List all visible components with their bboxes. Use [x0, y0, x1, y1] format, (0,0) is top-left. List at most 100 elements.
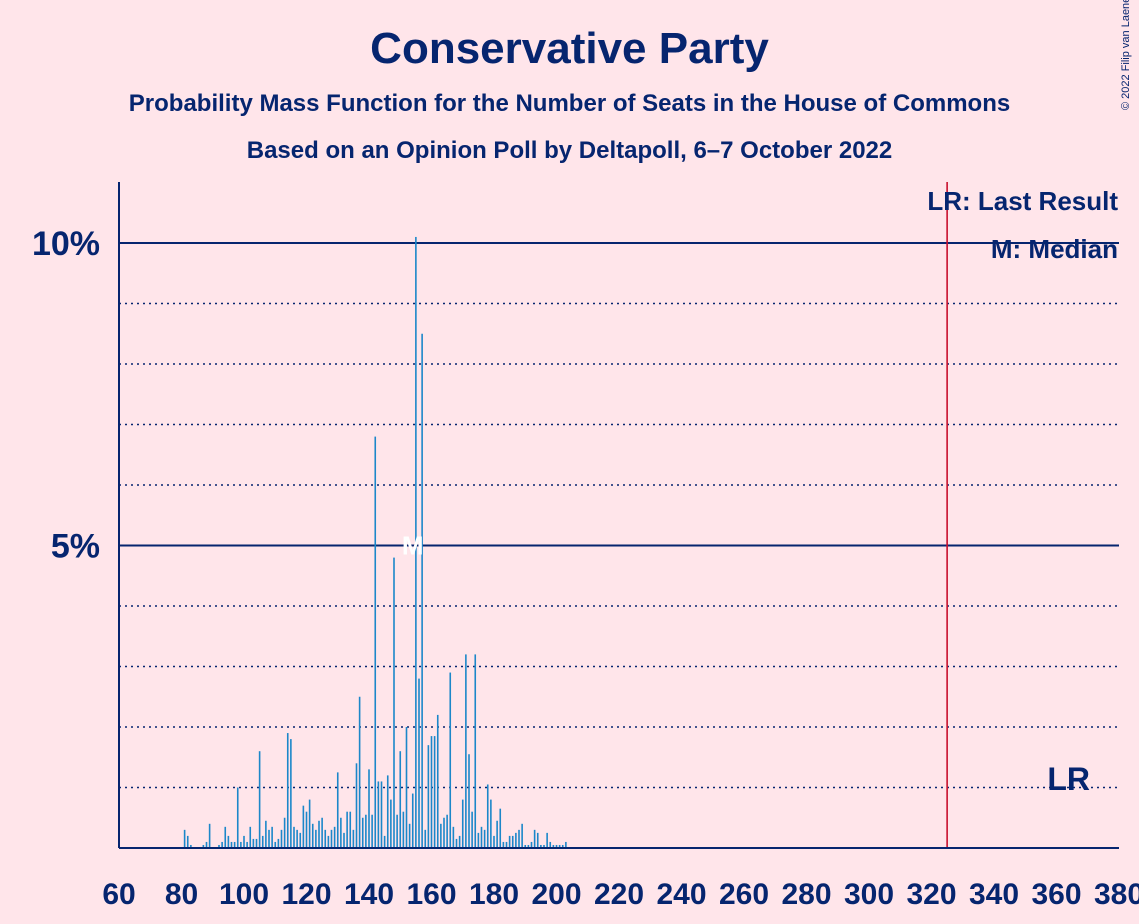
pmf-bar: [327, 835, 330, 848]
bar-series: [183, 236, 567, 849]
pmf-bar: [271, 826, 273, 848]
y-tick-labels: 5% 10%: [32, 225, 100, 566]
pmf-bar: [502, 841, 505, 848]
pmf-bar: [258, 751, 261, 848]
pmf-bar: [286, 733, 289, 848]
y-tick-label: 10%: [32, 225, 100, 263]
pmf-bar: [486, 784, 489, 848]
pmf-bar: [374, 436, 377, 848]
pmf-bar: [493, 835, 495, 848]
pmf-bar: [405, 727, 408, 848]
pmf-bar: [430, 736, 433, 848]
pmf-bar: [318, 820, 320, 848]
chart-title: Conservative Party: [370, 24, 769, 73]
pmf-bar: [533, 829, 536, 848]
gridlines: [119, 242, 1119, 789]
pmf-bar: [296, 829, 298, 848]
x-tick-label: 180: [469, 878, 519, 911]
pmf-bar: [274, 841, 277, 848]
x-tick-label: 240: [656, 878, 706, 911]
pmf-bar: [336, 772, 339, 849]
last-result-marker: LR: [1047, 761, 1090, 797]
pmf-bar: [393, 557, 395, 848]
pmf-bar: [411, 793, 414, 848]
pmf-bar: [558, 844, 561, 848]
pmf-bar: [224, 826, 227, 848]
pmf-bar: [380, 781, 383, 848]
pmf-bar: [208, 823, 211, 848]
pmf-bar: [233, 841, 236, 848]
pmf-bar: [540, 844, 542, 848]
pmf-bar: [511, 835, 514, 848]
x-tick-label: 200: [531, 878, 581, 911]
x-tick-label: 360: [1031, 878, 1081, 911]
pmf-bar: [311, 823, 314, 848]
pmf-bar: [536, 832, 539, 849]
pmf-bar: [396, 814, 398, 848]
pmf-bar: [386, 775, 389, 848]
pmf-bar: [352, 829, 355, 848]
pmf-bar: [449, 672, 452, 848]
pmf-bar: [436, 714, 439, 848]
pmf-bar: [561, 844, 564, 848]
pmf-bar: [499, 808, 502, 848]
pmf-bar: [555, 844, 558, 848]
pmf-bar: [427, 745, 430, 848]
pmf-bar: [415, 236, 417, 848]
pmf-bar: [265, 820, 267, 848]
x-tick-label: 340: [969, 878, 1019, 911]
pmf-bar: [268, 829, 270, 848]
pmf-bar: [446, 814, 448, 848]
pmf-bar: [183, 829, 186, 848]
pmf-bar: [324, 829, 327, 848]
pmf-bar: [346, 811, 348, 848]
x-tick-label: 100: [219, 878, 269, 911]
pmf-bar: [433, 736, 436, 848]
pmf-bar: [549, 841, 552, 848]
x-tick-label: 140: [344, 878, 394, 911]
pmf-bar: [190, 844, 192, 848]
pmf-bar: [321, 817, 323, 848]
pmf-bar: [299, 832, 302, 849]
pmf-bar: [358, 696, 361, 848]
pmf-bar: [290, 739, 292, 848]
pmf-bar: [452, 826, 455, 848]
pmf-bar: [543, 844, 545, 848]
pmf-bar: [465, 654, 467, 848]
x-tick-label: 120: [281, 878, 331, 911]
x-tick-label: 160: [406, 878, 456, 911]
x-tick-labels: 60 80 100 120 140 160 180 200 220 240 260 280 300 320…: [102, 878, 1139, 911]
pmf-bar: [349, 811, 352, 848]
chart-source: Based on an Opinion Poll by Deltapoll, 6…: [246, 137, 893, 164]
pmf-bar: [365, 814, 367, 848]
x-tick-label: 220: [594, 878, 644, 911]
pmf-bar: [302, 805, 305, 848]
pmf-bar: [515, 832, 517, 849]
pmf-bar: [443, 817, 445, 848]
pmf-bar: [218, 844, 220, 848]
pmf-bar: [371, 814, 373, 848]
pmf-bar: [277, 838, 280, 848]
pmf-bar: [471, 811, 473, 848]
x-tick-label: 380: [1094, 878, 1139, 911]
pmf-bar: [455, 838, 458, 848]
pmf-bar: [227, 835, 230, 848]
x-tick-label: 300: [844, 878, 894, 911]
pmf-bar: [186, 835, 189, 848]
pmf-bar: [202, 844, 205, 848]
pmf-bar: [330, 829, 333, 848]
pmf-bar: [205, 841, 208, 848]
pmf-bar: [490, 799, 492, 848]
pmf-bar: [340, 817, 342, 848]
pmf-bar: [418, 678, 420, 848]
pmf-bar: [249, 826, 252, 848]
pmf-bar: [527, 844, 530, 848]
pmf-bar: [505, 841, 508, 848]
pmf-bar: [496, 820, 498, 848]
median-marker: M: [402, 531, 424, 561]
y-tick-label: 5%: [51, 528, 100, 566]
pmf-bar: [308, 799, 311, 848]
x-tick-label: 280: [781, 878, 831, 911]
pmf-bar: [408, 823, 411, 848]
